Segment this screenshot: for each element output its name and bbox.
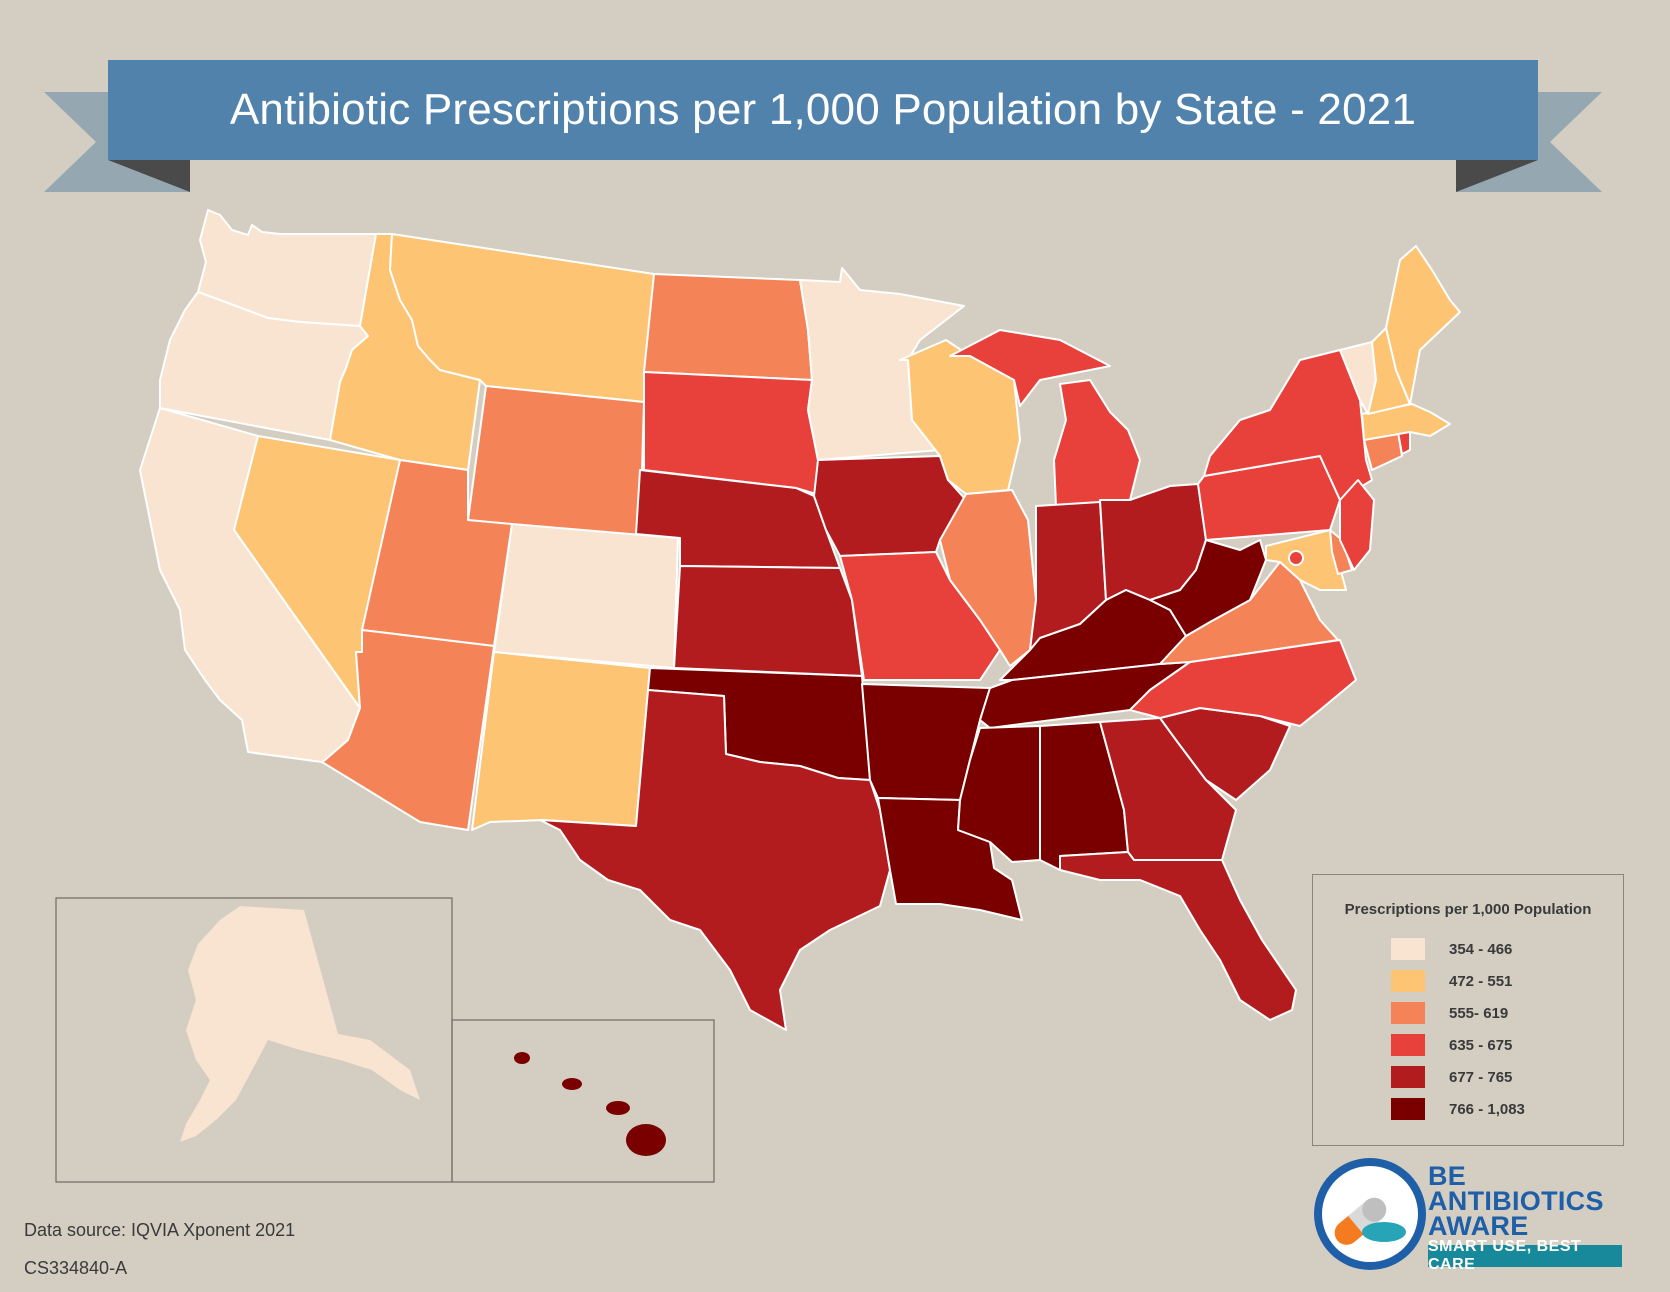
state-WV[interactable]	[1149, 539, 1267, 637]
state-CO[interactable]	[493, 523, 679, 669]
logo-tagline: SMART USE, BEST CARE	[1428, 1238, 1622, 1273]
state-AK[interactable]	[180, 906, 420, 1142]
state-NM[interactable]	[471, 651, 651, 831]
legend-label: 354 - 466	[1449, 940, 1513, 958]
legend-label: 635 - 675	[1449, 1036, 1513, 1054]
document-code: CS334840-A	[24, 1258, 128, 1278]
inset-frames	[55, 897, 715, 1183]
legend-label: 472 - 551	[1449, 972, 1513, 990]
logo-line-aware: AWARE	[1428, 1211, 1529, 1241]
us-states	[139, 209, 1461, 1031]
state-IL[interactable]	[939, 489, 1037, 667]
logo-line-antibiotics: ANTIBIOTICS	[1428, 1186, 1604, 1216]
data-source-note: Data source: IQVIA Xponent 2021	[24, 1220, 296, 1240]
state-HI[interactable]	[626, 1124, 666, 1156]
state-ND[interactable]	[643, 273, 813, 381]
legend-swatch	[1391, 1098, 1425, 1120]
title-banner	[44, 60, 1602, 192]
legend-row: 354 - 466	[1391, 937, 1512, 961]
legend: Prescriptions per 1,000 Population 354 -…	[1312, 874, 1624, 1146]
state-NC[interactable]	[1129, 639, 1357, 727]
state-FL[interactable]	[1059, 851, 1297, 1021]
hawaii-inset	[514, 1052, 666, 1156]
be-antibiotics-aware-logo	[1314, 1158, 1426, 1270]
legend-label: 766 - 1,083	[1449, 1100, 1525, 1118]
state-DC[interactable]	[1288, 550, 1304, 566]
state-WY[interactable]	[467, 385, 645, 539]
legend-swatch	[1391, 970, 1425, 992]
state-MI[interactable]	[949, 329, 1141, 507]
state-HI-kauai	[514, 1052, 530, 1064]
state-HI-oahu	[562, 1078, 582, 1090]
legend-title: Prescriptions per 1,000 Population	[1344, 901, 1592, 918]
state-MA[interactable]	[1361, 403, 1451, 441]
pill-icon	[1334, 1197, 1387, 1245]
ribbon-left-fold	[108, 160, 190, 192]
legend-row: 635 - 675	[1391, 1033, 1512, 1057]
legend-swatch	[1391, 1066, 1425, 1088]
pill-dome-icon	[1362, 1222, 1406, 1242]
logo-line-be: BE	[1428, 1161, 1467, 1191]
alaska-inset	[180, 906, 420, 1142]
ribbon-right-fold	[1456, 160, 1538, 192]
legend-label: 555- 619	[1449, 1004, 1509, 1022]
legend-row: 472 - 551	[1391, 969, 1512, 993]
hawaii-inset-frame	[451, 1019, 715, 1183]
state-ME[interactable]	[1385, 245, 1461, 405]
legend-row: 766 - 1,083	[1391, 1097, 1525, 1121]
state-AZ[interactable]	[321, 629, 495, 831]
legend-swatch	[1391, 1034, 1425, 1056]
state-NJ[interactable]	[1339, 479, 1375, 571]
legend-row: 555- 619	[1391, 1001, 1508, 1025]
ribbon-center	[108, 60, 1538, 160]
legend-label: 677 - 765	[1449, 1068, 1513, 1086]
state-KS[interactable]	[673, 565, 863, 677]
state-TX[interactable]	[539, 689, 891, 1031]
state-HI-maui	[606, 1101, 630, 1115]
legend-swatch	[1391, 938, 1425, 960]
page-title: Antibiotic Prescriptions per 1,000 Popul…	[229, 85, 1417, 134]
legend-swatch	[1391, 1002, 1425, 1024]
legend-row: 677 - 765	[1391, 1065, 1512, 1089]
